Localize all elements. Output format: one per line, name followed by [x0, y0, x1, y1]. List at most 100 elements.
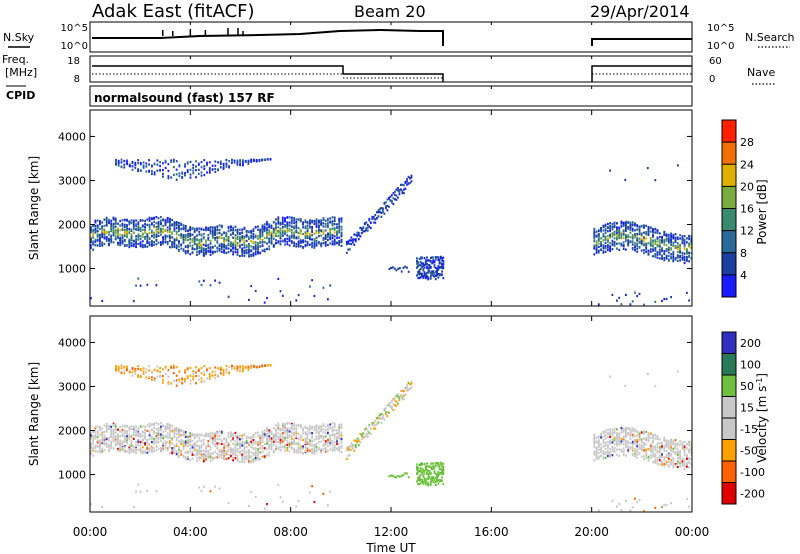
power-cell — [380, 215, 383, 218]
power-cell — [173, 238, 176, 241]
velocity-cell — [593, 436, 596, 440]
power-cell — [206, 171, 208, 174]
power-cell — [654, 255, 657, 258]
power-cell — [665, 248, 668, 251]
power-cell — [416, 266, 418, 269]
power-cell — [266, 232, 268, 235]
velocity-cell — [268, 451, 271, 454]
power-cell — [239, 232, 241, 235]
velocity-cell — [620, 430, 623, 433]
power-cell — [618, 296, 621, 299]
power-cell — [230, 242, 232, 245]
power-cell — [261, 244, 264, 247]
power-cell — [184, 235, 187, 238]
velocity-cell — [157, 431, 160, 434]
power-cell — [189, 253, 192, 256]
velocity-cell — [139, 449, 142, 452]
power-cell — [236, 163, 239, 166]
power-cell — [139, 241, 142, 244]
velocity-cell — [665, 454, 668, 457]
power-cell — [259, 235, 262, 238]
velocity-cell — [117, 436, 119, 439]
power-cell — [92, 248, 95, 251]
velocity-cell — [182, 454, 185, 457]
power-cell — [627, 243, 630, 246]
velocity-cell — [663, 445, 666, 448]
velocity-cell — [114, 428, 117, 431]
velocity-cell — [248, 452, 250, 455]
power-cell — [189, 173, 192, 176]
velocity-cell — [178, 455, 180, 458]
power-cell — [114, 219, 117, 222]
power-cell — [242, 159, 244, 162]
power-cell — [254, 289, 257, 293]
velocity-cell — [135, 431, 137, 434]
velocity-cell — [627, 449, 630, 452]
velocity-cell — [643, 509, 645, 512]
velocity-cell — [112, 437, 115, 440]
velocity-cell — [313, 446, 316, 449]
power-cell — [311, 279, 313, 282]
power-cell — [128, 227, 131, 230]
power-cell — [196, 238, 198, 241]
power-cell — [187, 229, 189, 233]
power-cell — [191, 240, 194, 243]
velocity-cell — [117, 437, 119, 440]
power-cell — [604, 235, 607, 238]
power-cell — [208, 167, 211, 170]
power-cell — [620, 220, 623, 224]
velocity-cell — [658, 438, 661, 441]
power-cell — [667, 239, 670, 242]
power-cell — [295, 229, 298, 232]
power-cell — [216, 226, 219, 229]
velocity-cell — [117, 441, 119, 444]
power-cell — [198, 239, 201, 242]
power-cell — [236, 242, 239, 245]
power-cell — [186, 161, 189, 164]
power-cell — [230, 226, 232, 229]
velocity-cell — [634, 450, 636, 453]
velocity-cell — [155, 449, 158, 452]
velocity-cell — [667, 460, 670, 464]
velocity-cell — [315, 430, 318, 433]
velocity-cell — [175, 430, 178, 433]
power-cell — [604, 224, 607, 228]
velocity-cell — [290, 428, 293, 431]
power-cell — [442, 277, 445, 280]
power-cell — [441, 263, 443, 266]
power-cell — [241, 238, 244, 241]
power-cell — [437, 273, 440, 276]
power-cell — [263, 301, 266, 304]
velocity-cell — [313, 444, 316, 447]
velocity-cell — [90, 434, 92, 437]
power-cell — [123, 225, 126, 228]
velocity-cell — [616, 505, 618, 508]
power-cell — [398, 189, 401, 192]
velocity-cell — [658, 446, 661, 449]
velocity-cell — [263, 435, 266, 439]
velocity-cell — [184, 435, 187, 439]
velocity-cell — [164, 446, 167, 449]
power-cell — [101, 232, 104, 235]
velocity-cell — [611, 431, 614, 434]
velocity-cell — [105, 422, 108, 425]
power-cell — [377, 209, 380, 212]
velocity-cell — [153, 426, 155, 429]
power-cell — [422, 267, 425, 270]
power-cell — [400, 188, 402, 191]
velocity-cell — [108, 424, 110, 427]
velocity-cell — [223, 437, 225, 441]
velocity-cell — [248, 457, 250, 460]
velocity-cell — [327, 442, 329, 445]
power-cell — [324, 229, 327, 232]
power-cell — [286, 216, 289, 219]
power-cell — [101, 227, 104, 230]
velocity-cell — [121, 433, 124, 436]
velocity-cell — [302, 446, 304, 449]
power-cell — [618, 234, 621, 237]
noise-right-tick-top: 10^5 — [707, 23, 734, 34]
power-cell — [222, 167, 225, 170]
power-cell — [141, 243, 144, 246]
velocity-cell — [645, 456, 648, 459]
power-colorbar-tick-label: 8 — [740, 247, 747, 260]
